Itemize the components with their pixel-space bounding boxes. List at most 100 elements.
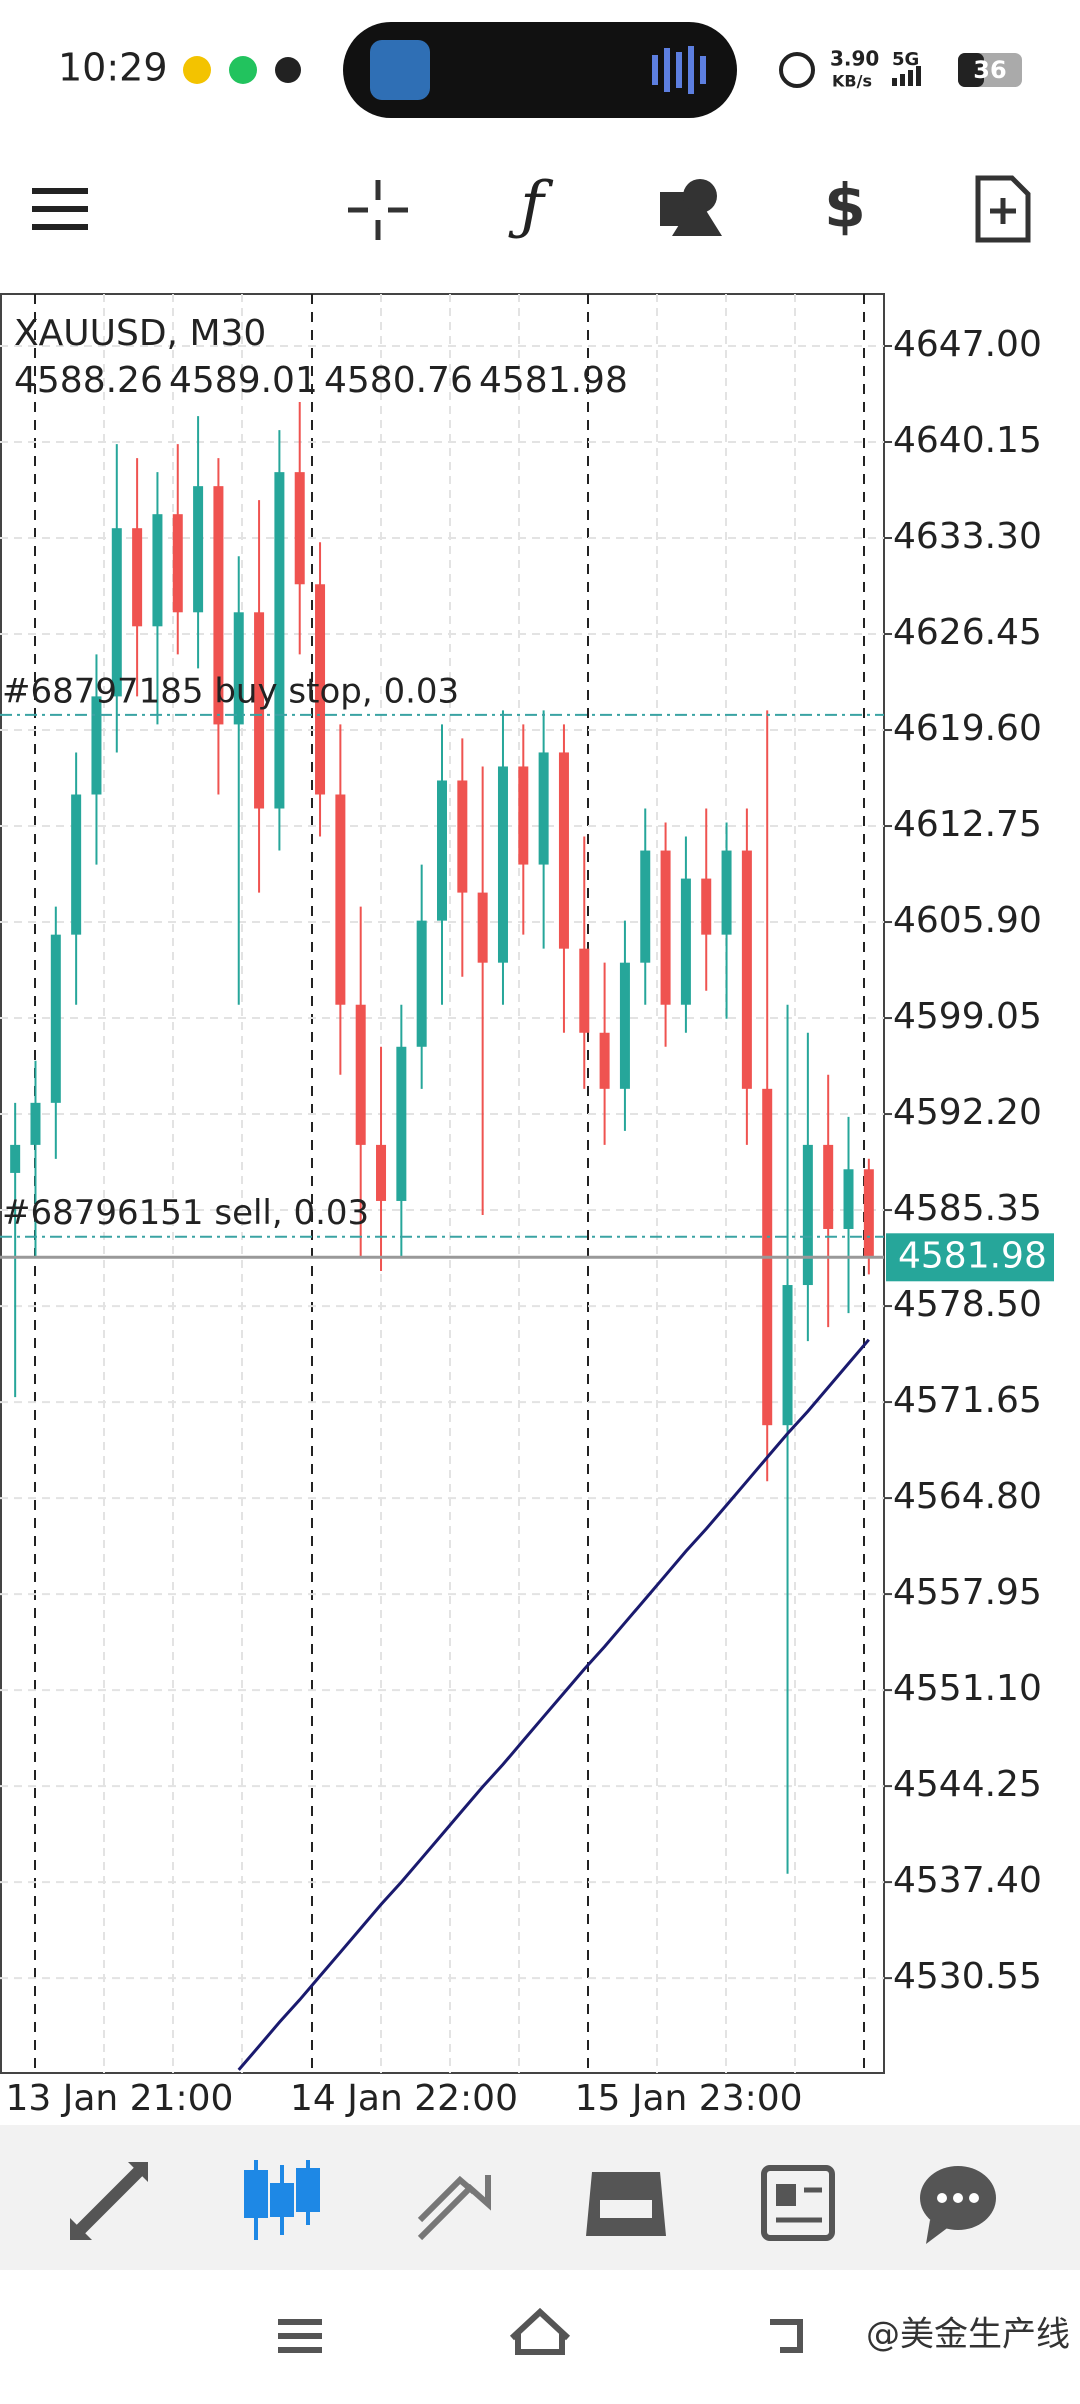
- y-tick-label: 4564.80: [893, 1476, 1042, 1517]
- y-tick-label: 4571.65: [893, 1380, 1042, 1421]
- x-tick-label: 15 Jan 23:00: [575, 2078, 803, 2119]
- trade-tab[interactable]: [417, 2175, 491, 2241]
- vertical-grid: [103, 294, 796, 2073]
- menu-button[interactable]: [32, 188, 88, 230]
- island-app-icon: [370, 40, 430, 100]
- y-tick-label: 4612.75: [893, 804, 1042, 845]
- chart-tab[interactable]: [244, 2160, 320, 2240]
- ohlc-value: 4581.98: [479, 360, 628, 401]
- y-tick-label: 4640.15: [893, 420, 1042, 461]
- candle-body: [843, 1169, 854, 1229]
- order-label: #68797185 buy stop, 0.03: [2, 671, 459, 711]
- candle-body: [599, 1032, 610, 1089]
- candle-body: [254, 612, 265, 809]
- battery-text: 36: [973, 56, 1006, 84]
- price-tag: [886, 1233, 1054, 1282]
- chat-tab[interactable]: [920, 2166, 996, 2244]
- y-tick-label: 4626.45: [893, 612, 1042, 653]
- candle-body: [71, 794, 82, 935]
- candle-body: [152, 514, 163, 627]
- indicators-button[interactable]: ƒ: [508, 169, 554, 243]
- candle-body: [10, 1144, 21, 1173]
- network: 5G: [892, 49, 919, 70]
- net-unit: KB/s: [832, 72, 872, 91]
- candle-body: [701, 878, 712, 935]
- y-tick-label: 4585.35: [893, 1188, 1042, 1229]
- recents-button[interactable]: [278, 2319, 322, 2353]
- y-tick-label: 4544.25: [893, 1764, 1042, 1805]
- app-icon: [229, 56, 257, 84]
- candle-body: [396, 1046, 407, 1201]
- order-label: #68796151 sell, 0.03: [2, 1193, 369, 1233]
- candle-body: [782, 1285, 793, 1426]
- audio-bars: [652, 46, 706, 94]
- candle-body: [294, 472, 305, 585]
- net-speed: 3.90: [830, 47, 879, 71]
- ohlc-value: 4580.76: [324, 360, 473, 401]
- candle-body: [660, 850, 671, 1005]
- candle-body: [335, 794, 346, 1005]
- candle-body: [30, 1102, 41, 1145]
- candle-body: [91, 696, 102, 795]
- candle-body: [376, 1144, 387, 1201]
- y-tick-label: 4537.40: [893, 1860, 1042, 1901]
- home-button[interactable]: [509, 2307, 571, 2355]
- moving-average: [237, 1338, 870, 2071]
- symbol-title: XAUUSD, M30: [14, 313, 266, 354]
- candle-body: [416, 920, 427, 1047]
- candle-body: [213, 486, 224, 725]
- history-tab[interactable]: [586, 2172, 666, 2236]
- quotes-tab[interactable]: [70, 2162, 148, 2240]
- crosshair-button[interactable]: [348, 180, 408, 240]
- candle-body: [315, 584, 326, 795]
- x-tick-label: 13 Jan 21:00: [5, 2078, 233, 2119]
- y-tick-label: 4557.95: [893, 1572, 1042, 1613]
- trade-button[interactable]: $: [824, 172, 866, 242]
- y-tick-label: 4530.55: [893, 1956, 1042, 1997]
- plot-frame: [0, 293, 885, 2074]
- status-time: 10:29: [58, 46, 168, 90]
- price-tag-label: 4581.98: [898, 1235, 1047, 1276]
- x-tick-label: 14 Jan 22:00: [290, 2078, 518, 2119]
- candle-body: [477, 892, 488, 963]
- candle-body: [538, 752, 549, 865]
- y-tick-label: 4592.20: [893, 1092, 1042, 1133]
- new-order-button[interactable]: [975, 175, 1031, 243]
- candle-body: [640, 850, 651, 963]
- candle-body: [579, 948, 590, 1033]
- chart-layer: 4647.00 4640.15 4633.30 4626.45 4619.60 4612.…: [0, 324, 1054, 2119]
- objects-button[interactable]: [660, 179, 722, 236]
- back-button[interactable]: [770, 2319, 803, 2353]
- candle-body: [497, 766, 508, 963]
- watermark: @美金生产线: [866, 2315, 1070, 2355]
- battery-level: [958, 53, 984, 87]
- ohlc-value: 4588.26: [14, 360, 163, 401]
- candle-body: [457, 780, 468, 893]
- ohlc-value: 4589.01: [169, 360, 318, 401]
- candle-body: [355, 1004, 366, 1145]
- app-icon: [275, 57, 301, 83]
- candle-body: [823, 1144, 834, 1229]
- dynamic-island: [343, 22, 737, 118]
- candle-body: [172, 514, 183, 613]
- y-tick-label: 4619.60: [893, 708, 1042, 749]
- candle-body: [437, 780, 447, 921]
- candle-body: [802, 1144, 813, 1286]
- candle-body: [111, 528, 122, 697]
- candle-body: [721, 850, 732, 935]
- candle-body: [680, 878, 691, 1005]
- y-tick-label: 4605.90: [893, 900, 1042, 941]
- candle-body: [50, 934, 61, 1103]
- candle-body: [558, 752, 569, 949]
- candle-body: [274, 472, 285, 809]
- candle-body: [132, 528, 143, 627]
- alarm-icon: [779, 52, 815, 88]
- candle-body: [741, 850, 752, 1089]
- app-icon: [183, 56, 211, 84]
- news-tab[interactable]: [761, 2165, 835, 2241]
- y-tick-label: 4633.30: [893, 516, 1042, 557]
- candle-body: [863, 1169, 874, 1258]
- candle-body: [518, 766, 529, 865]
